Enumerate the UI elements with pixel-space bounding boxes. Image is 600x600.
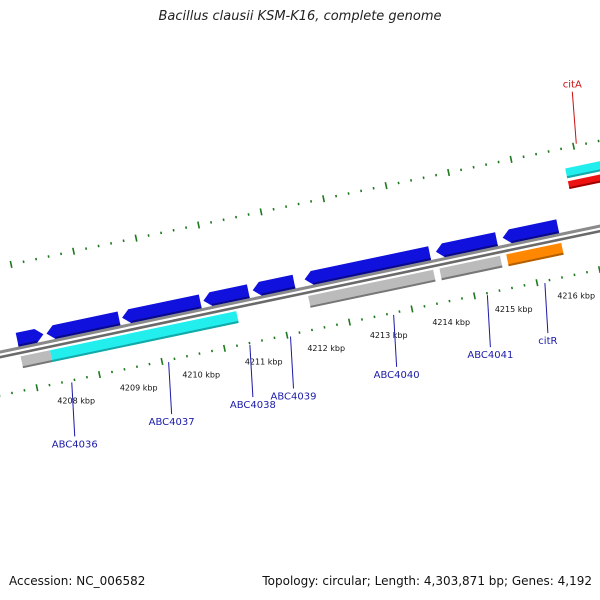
- dotted-guide-lines: [0, 139, 600, 397]
- genome-info-text: Topology: circular; Length: 4,303,871 bp…: [262, 574, 592, 588]
- blue-gene-3[interactable]: [122, 294, 202, 324]
- gray-cds-2-edge: [310, 279, 436, 308]
- tick-label-4213: 4213 kbp: [370, 331, 408, 340]
- blue-gene-6-edge: [313, 258, 432, 285]
- gray-cds-1-edge: [22, 360, 53, 369]
- leader-ABC4036: [71, 382, 76, 437]
- backbone-line-lower: [0, 229, 600, 359]
- red-gene-citA-edge: [569, 180, 600, 190]
- gray-cds-2[interactable]: [308, 269, 436, 308]
- tick-label-4209: 4209 kbp: [120, 384, 158, 393]
- blue-gene-8-edge: [511, 231, 560, 244]
- cyan-cds-citA-edge: [566, 169, 600, 179]
- guide-dot: [447, 168, 451, 177]
- tick-label-4208: 4208 kbp: [57, 397, 95, 406]
- blue-gene-1-edge: [18, 340, 38, 347]
- gene-label-citA[interactable]: citA: [563, 80, 582, 91]
- gray-cds-3[interactable]: [439, 255, 503, 281]
- gene-features: [15, 159, 600, 369]
- tick-label-4214: 4214 kbp: [432, 318, 470, 327]
- guide-dot: [160, 357, 164, 366]
- upper-dotted-line: [9, 139, 600, 268]
- gene-label-ABC4041[interactable]: ABC4041: [467, 350, 513, 361]
- leader-ABC4039: [290, 336, 295, 389]
- lower-dotted-line: [0, 265, 600, 397]
- orange-cds-citR-edge: [508, 252, 564, 267]
- guide-dot: [285, 331, 289, 339]
- blue-gene-8[interactable]: [502, 219, 560, 244]
- cyan-cds-citA[interactable]: [565, 159, 600, 179]
- blue-gene-2-edge: [55, 323, 121, 339]
- blue-gene-7-edge: [444, 243, 498, 258]
- genome-backbone: [0, 224, 600, 359]
- guide-dot: [410, 305, 414, 313]
- guide-dot: [322, 195, 326, 203]
- backbone-line-upper: [0, 224, 600, 354]
- cyan-cds-1-edge: [52, 320, 239, 362]
- gene-label-ABC4040[interactable]: ABC4040: [374, 370, 420, 381]
- leader-ABC4040: [393, 314, 398, 367]
- blue-gene-4[interactable]: [203, 284, 250, 306]
- gene-label-ABC4037[interactable]: ABC4037: [149, 417, 195, 428]
- gene-label-citR[interactable]: citR: [538, 336, 557, 347]
- red-gene-citA[interactable]: [567, 172, 600, 189]
- guide-dot: [197, 221, 201, 229]
- scale-ticks: 4208 kbp 4209 kbp 4210 kbp 4211 kbp 4212 kbp…: [57, 292, 595, 406]
- guide-dot: [9, 260, 13, 268]
- leader-ABC4037: [168, 362, 173, 415]
- tick-label-4210: 4210 kbp: [182, 370, 220, 379]
- tick-label-4215: 4215 kbp: [495, 305, 533, 314]
- guide-dot: [97, 370, 101, 379]
- leader-citR: [544, 283, 549, 334]
- guide-dot: [134, 234, 138, 242]
- guide-dot: [509, 155, 513, 163]
- cyan-cds-1[interactable]: [50, 311, 239, 362]
- orange-cds-citR[interactable]: [506, 242, 564, 267]
- tick-label-4211: 4211 kbp: [245, 357, 283, 366]
- blue-gene-5-edge: [261, 286, 296, 296]
- leader-citA: [571, 91, 577, 144]
- gene-label-ABC4036[interactable]: ABC4036: [52, 439, 98, 450]
- blue-gene-7[interactable]: [435, 232, 498, 258]
- gene-label-ABC4038[interactable]: ABC4038: [230, 400, 276, 411]
- gray-cds-3-edge: [441, 265, 503, 281]
- blue-gene-3-edge: [130, 306, 202, 323]
- guide-dot: [384, 182, 388, 190]
- accession-text: Accession: NC_006582: [9, 574, 146, 588]
- leader-ABC4041: [486, 295, 491, 348]
- guide-dot: [259, 208, 263, 216]
- guide-dot: [572, 142, 576, 150]
- blue-gene-4-edge: [211, 296, 250, 306]
- guide-dot: [35, 384, 39, 392]
- guide-dot: [347, 318, 351, 326]
- guide-dot: [222, 344, 226, 352]
- gene-label-ABC4039[interactable]: ABC4039: [271, 392, 317, 403]
- tick-label-4212: 4212 kbp: [307, 344, 345, 353]
- blue-gene-6[interactable]: [304, 246, 432, 285]
- guide-dot: [472, 292, 476, 300]
- tick-label-4216: 4216 kbp: [557, 292, 595, 301]
- blue-gene-2[interactable]: [46, 311, 121, 339]
- guide-dot: [72, 247, 76, 255]
- leader-ABC4038: [249, 345, 254, 398]
- genome-title: Bacillus clausii KSM-K16, complete genom…: [158, 9, 442, 24]
- guide-dot: [535, 279, 539, 287]
